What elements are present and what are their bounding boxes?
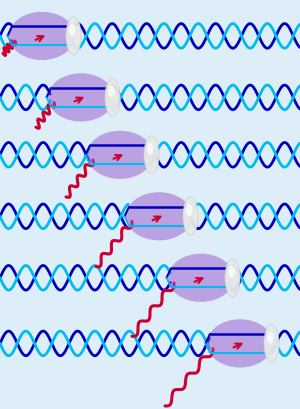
Ellipse shape bbox=[207, 319, 273, 368]
Ellipse shape bbox=[105, 79, 120, 117]
Ellipse shape bbox=[183, 198, 198, 236]
Ellipse shape bbox=[108, 86, 115, 98]
Ellipse shape bbox=[264, 325, 279, 362]
Ellipse shape bbox=[48, 74, 114, 122]
Ellipse shape bbox=[225, 259, 240, 297]
Ellipse shape bbox=[186, 205, 193, 217]
Ellipse shape bbox=[144, 137, 159, 174]
Ellipse shape bbox=[228, 266, 235, 278]
Ellipse shape bbox=[147, 144, 154, 155]
Ellipse shape bbox=[267, 332, 274, 344]
Ellipse shape bbox=[66, 18, 81, 56]
Ellipse shape bbox=[87, 131, 153, 180]
Ellipse shape bbox=[69, 25, 76, 37]
Ellipse shape bbox=[9, 13, 75, 61]
Ellipse shape bbox=[126, 193, 192, 241]
Ellipse shape bbox=[168, 254, 234, 302]
